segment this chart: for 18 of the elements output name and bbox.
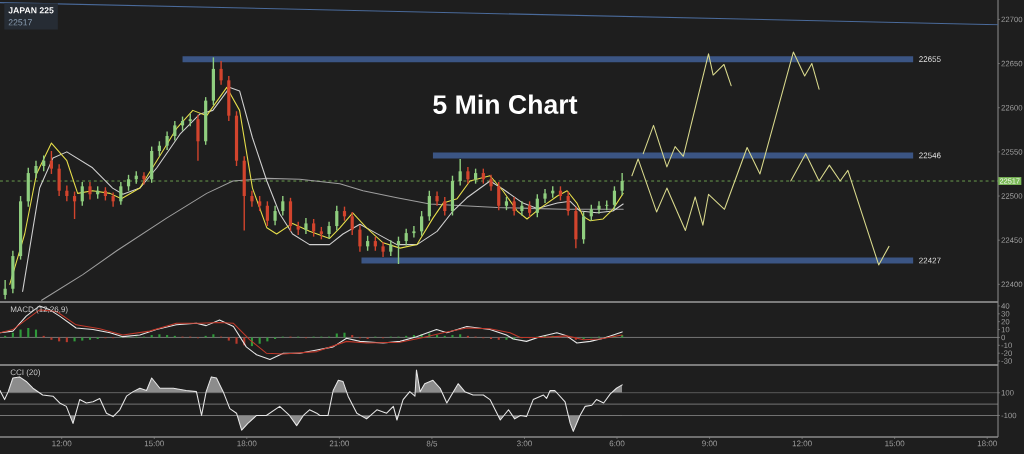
series-label: 22655 xyxy=(919,56,941,62)
x-tick-label: 15:00 xyxy=(144,440,164,447)
x-tick-label: 15:00 xyxy=(885,440,905,447)
x-tick-label: 9:00 xyxy=(702,440,718,447)
x-tick-label: 18:00 xyxy=(977,440,997,447)
x-tick-label: 6:00 xyxy=(609,440,625,447)
annotation: JAPAN 225 xyxy=(8,7,54,14)
x-tick-label: 12:00 xyxy=(792,440,812,447)
series-label: 22427 xyxy=(919,257,941,264)
chart-title: CCI (20) xyxy=(10,369,40,377)
x-tick-label: 3:00 xyxy=(516,440,532,447)
x-tick-label: 21:00 xyxy=(329,440,350,447)
annotation: 22517 xyxy=(8,19,32,26)
x-tick-label: 18:00 xyxy=(237,440,257,447)
text: 5 Min Chart xyxy=(433,94,578,114)
x-tick-label: 12:00 xyxy=(52,440,72,447)
x-tick-label: 8/5 xyxy=(426,440,438,447)
series-label: 22546 xyxy=(919,152,941,159)
